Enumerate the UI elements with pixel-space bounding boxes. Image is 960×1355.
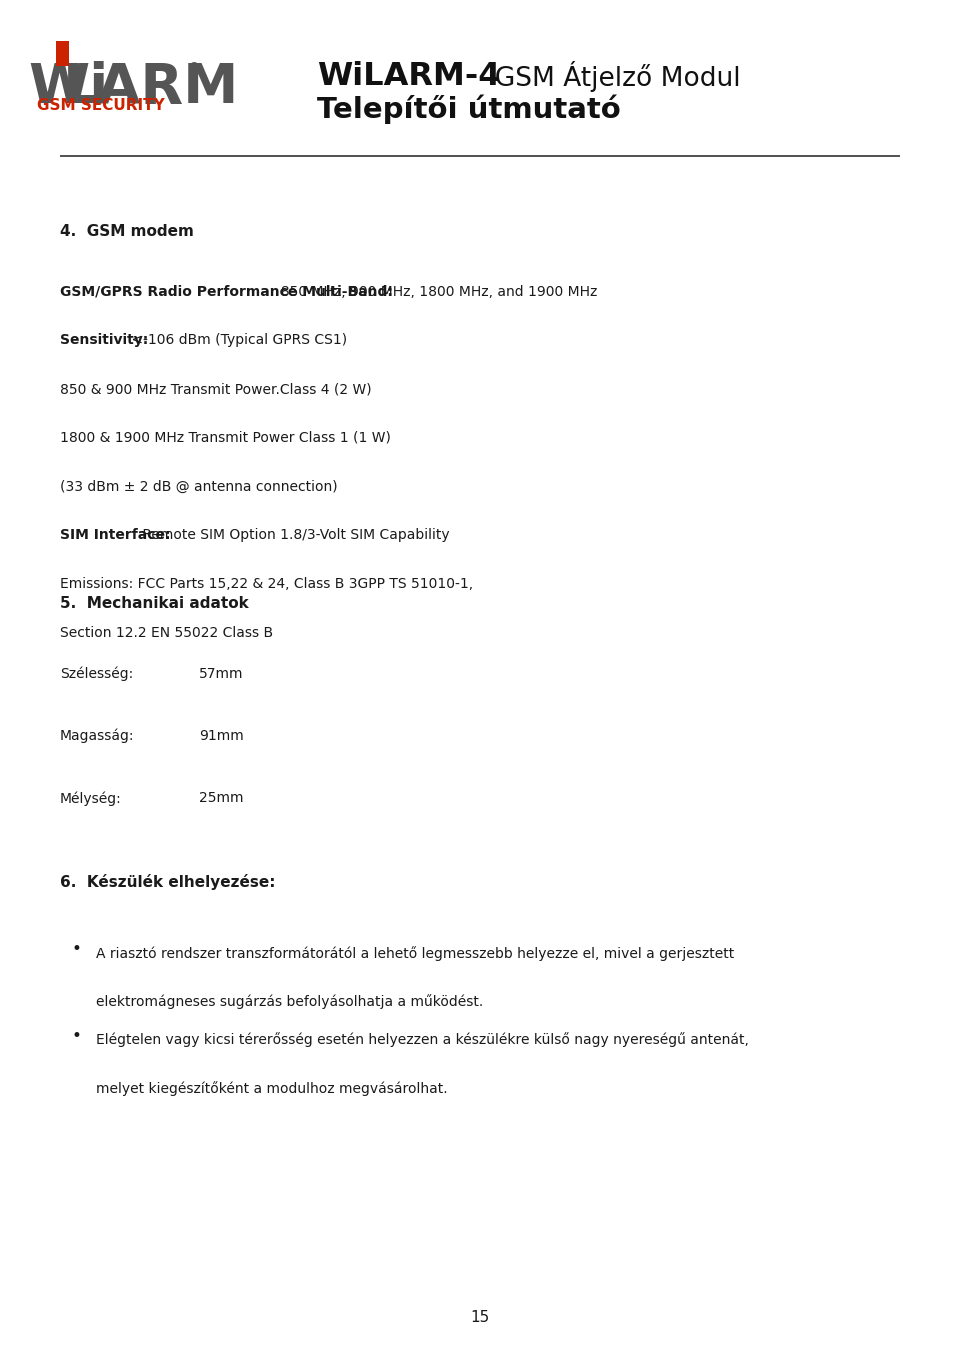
Text: LARM: LARM xyxy=(62,61,239,115)
Text: 4.  GSM modem: 4. GSM modem xyxy=(60,224,194,238)
Text: (33 dBm ± 2 dB @ antenna connection): (33 dBm ± 2 dB @ antenna connection) xyxy=(60,480,338,493)
Text: ®: ® xyxy=(187,61,200,75)
Text: 15: 15 xyxy=(470,1310,490,1325)
Text: GSM Átjelző Modul: GSM Átjelző Modul xyxy=(478,61,741,92)
Text: Szélesség:: Szélesség: xyxy=(60,667,133,682)
Text: 5.  Mechanikai adatok: 5. Mechanikai adatok xyxy=(60,596,249,611)
Text: 850 & 900 MHz Transmit Power.Class 4 (2 W): 850 & 900 MHz Transmit Power.Class 4 (2 … xyxy=(60,382,372,396)
Text: 91mm: 91mm xyxy=(200,729,244,743)
Text: SIM Interface:: SIM Interface: xyxy=(60,528,171,542)
Text: Elégtelen vagy kicsi térerősség esetén helyezzen a készülékre külső nagy nyeresé: Elégtelen vagy kicsi térerősség esetén h… xyxy=(96,1033,750,1047)
Text: 1800 & 1900 MHz Transmit Power Class 1 (1 W): 1800 & 1900 MHz Transmit Power Class 1 (… xyxy=(60,431,391,444)
FancyBboxPatch shape xyxy=(56,41,69,66)
Text: Mélység:: Mélység: xyxy=(60,791,122,806)
Text: Remote SIM Option 1.8/3-Volt SIM Capability: Remote SIM Option 1.8/3-Volt SIM Capabil… xyxy=(138,528,449,542)
Text: Telepítői útmutató: Telepítői útmutató xyxy=(317,95,620,125)
Text: GSM/GPRS Radio Performance Multi-Band:: GSM/GPRS Radio Performance Multi-Band: xyxy=(60,285,393,298)
Text: 25mm: 25mm xyxy=(200,791,244,805)
Text: 6.  Készülék elhelyezése:: 6. Készülék elhelyezése: xyxy=(60,874,276,890)
Text: Section 12.2 EN 55022 Class B: Section 12.2 EN 55022 Class B xyxy=(60,626,274,640)
Text: 57mm: 57mm xyxy=(200,667,244,680)
Text: elektromágneses sugárzás befolyásolhatja a működést.: elektromágneses sugárzás befolyásolhatja… xyxy=(96,995,484,1009)
Text: GSM SECURITY: GSM SECURITY xyxy=(36,98,165,112)
Text: WiLARM-4: WiLARM-4 xyxy=(317,61,500,92)
Text: A riasztó rendszer transzformátorától a lehető legmesszebb helyezze el, mivel a : A riasztó rendszer transzformátorától a … xyxy=(96,946,734,961)
Text: melyet kiegészítőként a modulhoz megvásárolhat.: melyet kiegészítőként a modulhoz megvásá… xyxy=(96,1081,448,1096)
Text: •: • xyxy=(71,940,82,958)
Text: Emissions: FCC Parts 15,22 & 24, Class B 3GPP TS 51010-1,: Emissions: FCC Parts 15,22 & 24, Class B… xyxy=(60,577,473,591)
Text: 850 MHz, 900 MHz, 1800 MHz, and 1900 MHz: 850 MHz, 900 MHz, 1800 MHz, and 1900 MHz xyxy=(272,285,597,298)
Text: •: • xyxy=(71,1027,82,1045)
Text: Sensitivity:: Sensitivity: xyxy=(60,333,148,347)
Text: Wi: Wi xyxy=(29,61,109,115)
Text: <-106 dBm (Typical GPRS CS1): <-106 dBm (Typical GPRS CS1) xyxy=(127,333,347,347)
Text: Magasság:: Magasság: xyxy=(60,729,134,744)
